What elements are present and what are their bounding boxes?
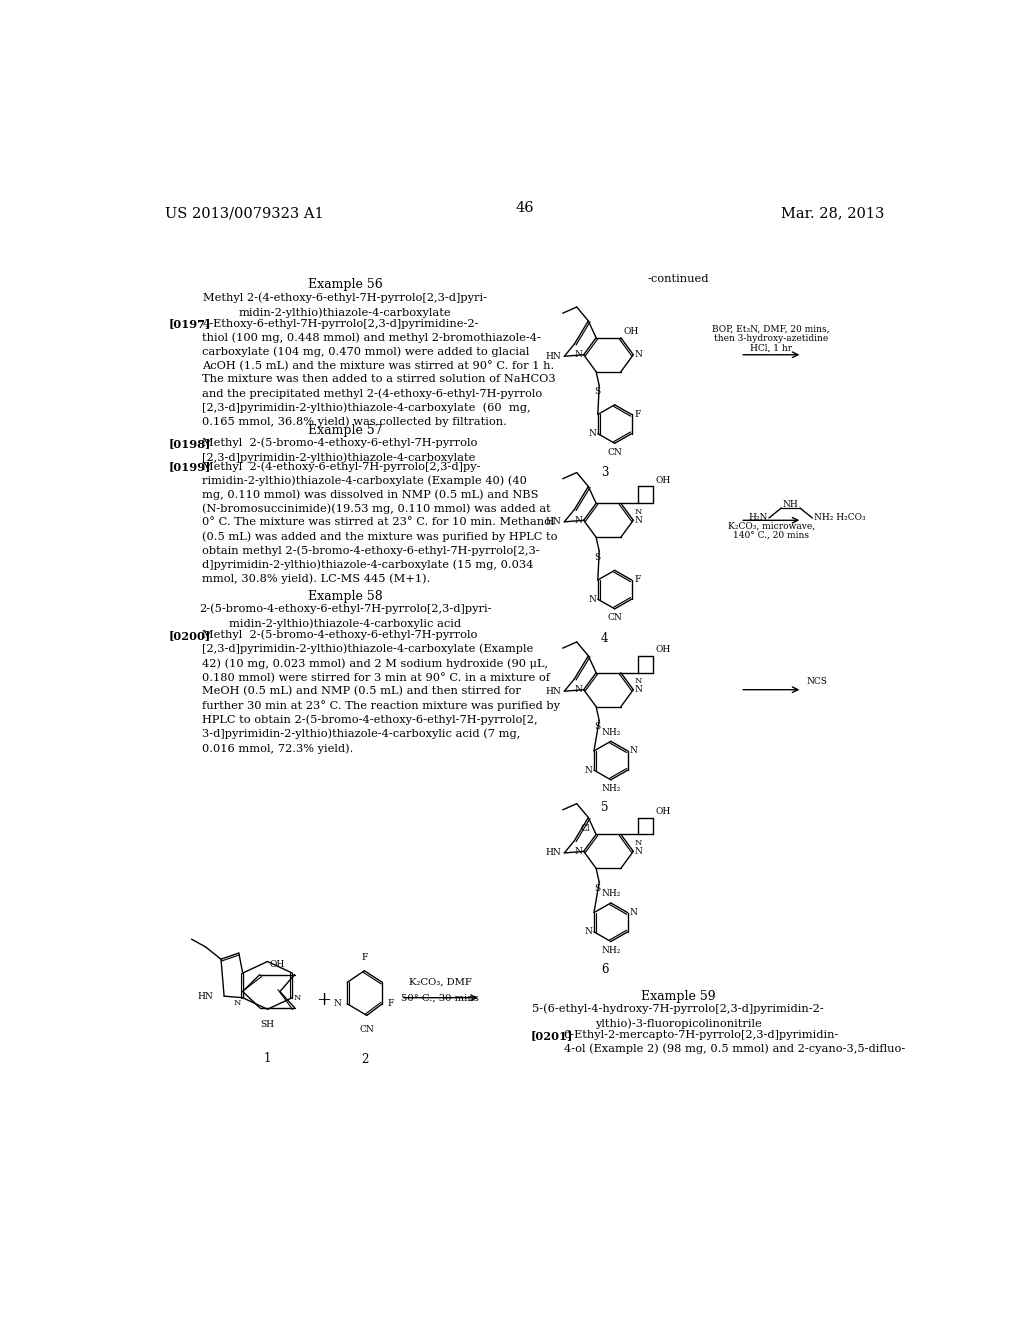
Text: 140° C., 20 mins: 140° C., 20 mins (733, 531, 809, 540)
Text: Methyl  2-(4-ethoxy-6-ethyl-7H-pyrrolo[2,3-d]py-
rimidin-2-ylthio)thiazole-4-car: Methyl 2-(4-ethoxy-6-ethyl-7H-pyrrolo[2,… (203, 461, 558, 583)
Text: CN: CN (359, 1024, 374, 1034)
Text: N: N (574, 516, 583, 525)
Text: US 2013/0079323 A1: US 2013/0079323 A1 (165, 206, 324, 220)
Text: HN: HN (546, 686, 561, 696)
Text: N: N (635, 847, 643, 855)
Text: N: N (589, 429, 596, 438)
Text: [0197]: [0197] (168, 318, 211, 330)
Text: S: S (595, 387, 601, 396)
Text: 2-(5-bromo-4-ethoxy-6-ethyl-7H-pyrrolo[2,3-d]pyri-
midin-2-ylthio)thiazole-4-car: 2-(5-bromo-4-ethoxy-6-ethyl-7H-pyrrolo[2… (199, 603, 492, 628)
Text: N: N (634, 840, 642, 847)
Text: 5: 5 (601, 801, 608, 814)
Text: -continued: -continued (647, 275, 709, 284)
Text: N: N (629, 746, 637, 755)
Text: 46: 46 (515, 201, 535, 215)
Text: N: N (585, 928, 593, 936)
Text: S: S (595, 553, 601, 561)
Text: OH: OH (655, 807, 671, 816)
Text: S: S (595, 722, 601, 731)
Text: N: N (634, 508, 642, 516)
Text: +: + (315, 991, 331, 1008)
Text: K₂CO₃, microwave,: K₂CO₃, microwave, (728, 521, 815, 531)
Text: OH: OH (269, 960, 285, 969)
Text: N: N (574, 350, 583, 359)
Text: CN: CN (607, 614, 622, 623)
Text: OH: OH (655, 645, 671, 655)
Text: N: N (635, 516, 643, 525)
Text: OH: OH (655, 477, 671, 484)
Text: NH₂: NH₂ (601, 946, 621, 956)
Text: N: N (333, 999, 341, 1008)
Text: [0201]: [0201] (531, 1030, 573, 1041)
Text: Example 58: Example 58 (307, 590, 382, 603)
Text: [0199]: [0199] (168, 461, 211, 473)
Text: Example 59: Example 59 (641, 990, 716, 1003)
Text: NH₂: NH₂ (601, 784, 621, 793)
Text: HN: HN (198, 991, 213, 1001)
Text: SH: SH (260, 1020, 274, 1030)
Text: F: F (361, 953, 368, 962)
Text: Cl: Cl (581, 824, 590, 833)
Text: N: N (585, 766, 593, 775)
Text: N: N (294, 994, 301, 1002)
Text: [0198]: [0198] (168, 438, 211, 449)
Text: CN: CN (607, 447, 622, 457)
Text: HN: HN (546, 849, 561, 858)
Text: N: N (574, 685, 583, 694)
Text: 1: 1 (264, 1052, 271, 1065)
Text: NH₂: NH₂ (601, 890, 621, 899)
Text: N: N (629, 908, 637, 917)
Text: N: N (635, 350, 643, 359)
Text: F: F (635, 411, 641, 418)
Text: 3: 3 (601, 466, 608, 479)
Text: NH₂: NH₂ (601, 727, 621, 737)
Text: [0200]: [0200] (168, 630, 211, 640)
Text: NCS: NCS (806, 677, 827, 686)
Text: BOP, Et₃N, DMF, 20 mins,: BOP, Et₃N, DMF, 20 mins, (713, 325, 830, 334)
Text: N: N (233, 999, 241, 1007)
Text: 6-Ethyl-2-mercapto-7H-pyrrolo[2,3-d]pyrimidin-
4-ol (Example 2) (98 mg, 0.5 mmol: 6-Ethyl-2-mercapto-7H-pyrrolo[2,3-d]pyri… (563, 1030, 905, 1055)
Text: Methyl  2-(5-bromo-4-ethoxy-6-ethyl-7H-pyrrolo
[2,3-d]pyrimidin-2-ylthio)thiazol: Methyl 2-(5-bromo-4-ethoxy-6-ethyl-7H-py… (203, 438, 478, 462)
Text: NH: NH (782, 499, 799, 508)
Text: F: F (388, 999, 394, 1008)
Text: N: N (589, 595, 596, 603)
Text: H₂N: H₂N (748, 513, 767, 523)
Text: K₂CO₃, DMF: K₂CO₃, DMF (409, 978, 472, 987)
Text: F: F (635, 576, 641, 585)
Text: S: S (595, 884, 601, 892)
Text: Example 56: Example 56 (307, 277, 382, 290)
Text: N: N (634, 677, 642, 685)
Text: HCl, 1 hr: HCl, 1 hr (751, 343, 793, 352)
Text: 2: 2 (360, 1053, 368, 1067)
Text: 5-(6-ethyl-4-hydroxy-7H-pyrrolo[2,3-d]pyrimidin-2-
ylthio)-3-fluoropicolinonitri: 5-(6-ethyl-4-hydroxy-7H-pyrrolo[2,3-d]py… (532, 1003, 824, 1030)
Text: 4: 4 (601, 632, 608, 645)
Text: then 3-hydroxy-azetidine: then 3-hydroxy-azetidine (714, 334, 828, 343)
Text: Example 57: Example 57 (307, 424, 382, 437)
Text: 4-Ethoxy-6-ethyl-7H-pyrrolo[2,3-d]pyrimidine-2-
thiol (100 mg, 0.448 mmol) and m: 4-Ethoxy-6-ethyl-7H-pyrrolo[2,3-d]pyrimi… (203, 318, 556, 426)
Text: HN: HN (546, 352, 561, 360)
Text: Methyl  2-(5-bromo-4-ethoxy-6-ethyl-7H-pyrrolo
[2,3-d]pyrimidin-2-ylthio)thiazol: Methyl 2-(5-bromo-4-ethoxy-6-ethyl-7H-py… (203, 630, 560, 754)
Text: 6: 6 (601, 964, 608, 975)
Text: NH₂ H₂CO₃: NH₂ H₂CO₃ (814, 513, 865, 523)
Text: N: N (574, 847, 583, 855)
Text: Methyl 2-(4-ethoxy-6-ethyl-7H-pyrrolo[2,3-d]pyri-
midin-2-ylthio)thiazole-4-carb: Methyl 2-(4-ethoxy-6-ethyl-7H-pyrrolo[2,… (203, 293, 487, 318)
Text: 50° C., 30 mins: 50° C., 30 mins (401, 994, 479, 1002)
Text: HN: HN (546, 517, 561, 527)
Text: N: N (635, 685, 643, 694)
Text: Mar. 28, 2013: Mar. 28, 2013 (781, 206, 885, 220)
Text: OH: OH (624, 327, 639, 337)
